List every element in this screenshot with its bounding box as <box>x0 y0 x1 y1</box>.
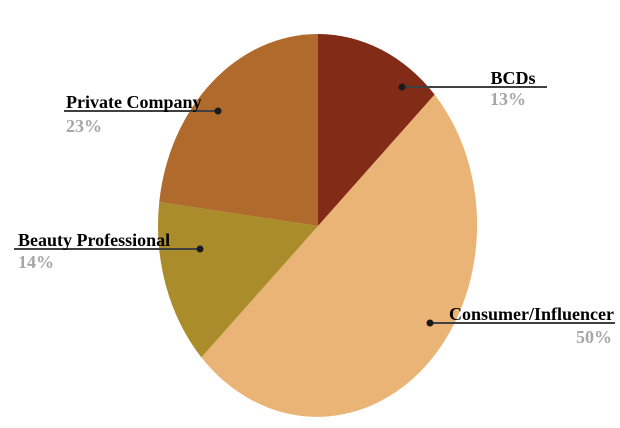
slice-label-bcds: BCDs <box>490 68 535 88</box>
pie-slice-beauty-professional <box>157 201 318 358</box>
leader-dot-bcds <box>398 83 406 91</box>
pie-slice-consumer-influencer <box>201 94 478 417</box>
slice-percent-beauty-professional: 14% <box>18 252 54 272</box>
slice-label-consumer-influencer: Consumer/Influencer <box>449 304 614 324</box>
pie-slice-private-company <box>159 34 318 226</box>
pie-slice-bcds <box>318 34 435 226</box>
slice-label-beauty-professional: Beauty Professional <box>18 230 170 250</box>
slice-percent-private-company: 23% <box>66 116 102 136</box>
slice-percent-bcds: 13% <box>490 89 526 109</box>
leader-dot-private-company <box>214 107 222 115</box>
leader-lines <box>14 83 615 327</box>
slice-percent-consumer-influencer: 50% <box>576 327 612 347</box>
pie-slices <box>157 34 478 417</box>
leader-dot-beauty-professional <box>196 245 204 253</box>
slice-label-private-company: Private Company <box>66 92 201 112</box>
leader-dot-consumer-influencer <box>426 319 434 327</box>
